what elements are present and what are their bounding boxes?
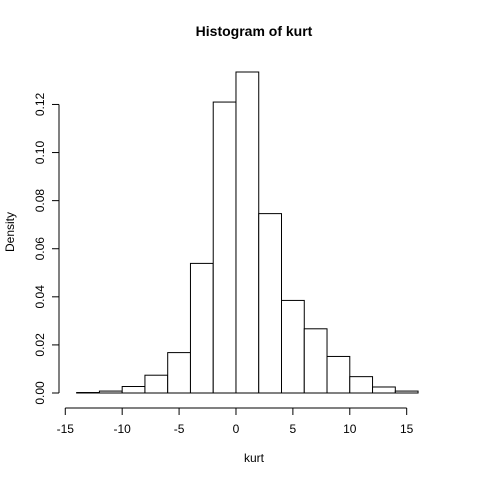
x-axis-label: kurt <box>244 451 265 465</box>
y-axis-label: Density <box>3 212 17 252</box>
histogram-bar <box>349 376 374 394</box>
y-tick-label: 0.10 <box>33 141 47 165</box>
x-tick-label: 10 <box>343 422 357 436</box>
histogram-bar <box>189 262 214 394</box>
histogram-bar <box>235 71 260 394</box>
bars <box>76 71 419 394</box>
histogram-bar <box>372 386 396 394</box>
y-tick-label: 0.04 <box>33 285 47 309</box>
histogram-bar <box>98 390 123 394</box>
y-tick-label: 0.12 <box>33 92 47 116</box>
histogram-bar <box>121 386 146 394</box>
histogram-bar <box>258 213 283 394</box>
x-tick-label: 5 <box>290 422 297 436</box>
y-tick-label: 0.00 <box>33 381 47 405</box>
y-tick-label: 0.02 <box>33 333 47 357</box>
y-tick-label: 0.06 <box>33 237 47 261</box>
histogram-bar <box>394 390 419 394</box>
x-tick-label: -10 <box>114 422 132 436</box>
histogram-bar <box>281 299 305 394</box>
histogram-bar <box>303 328 328 394</box>
x-axis: -15 -10 -5 0 5 10 15 <box>57 407 414 436</box>
chart-title: Histogram of kurt <box>196 23 313 39</box>
x-tick-label: -5 <box>174 422 185 436</box>
x-tick-label: -15 <box>57 422 75 436</box>
y-axis: 0.00 0.02 0.04 0.06 0.08 0.10 0.12 <box>33 92 60 405</box>
histogram-bar <box>144 374 169 394</box>
x-tick-label: 15 <box>400 422 414 436</box>
histogram-bar <box>167 352 191 394</box>
histogram-bar <box>212 101 237 394</box>
histogram-bar <box>326 355 351 394</box>
x-tick-label: 0 <box>233 422 240 436</box>
y-tick-label: 0.08 <box>33 189 47 213</box>
